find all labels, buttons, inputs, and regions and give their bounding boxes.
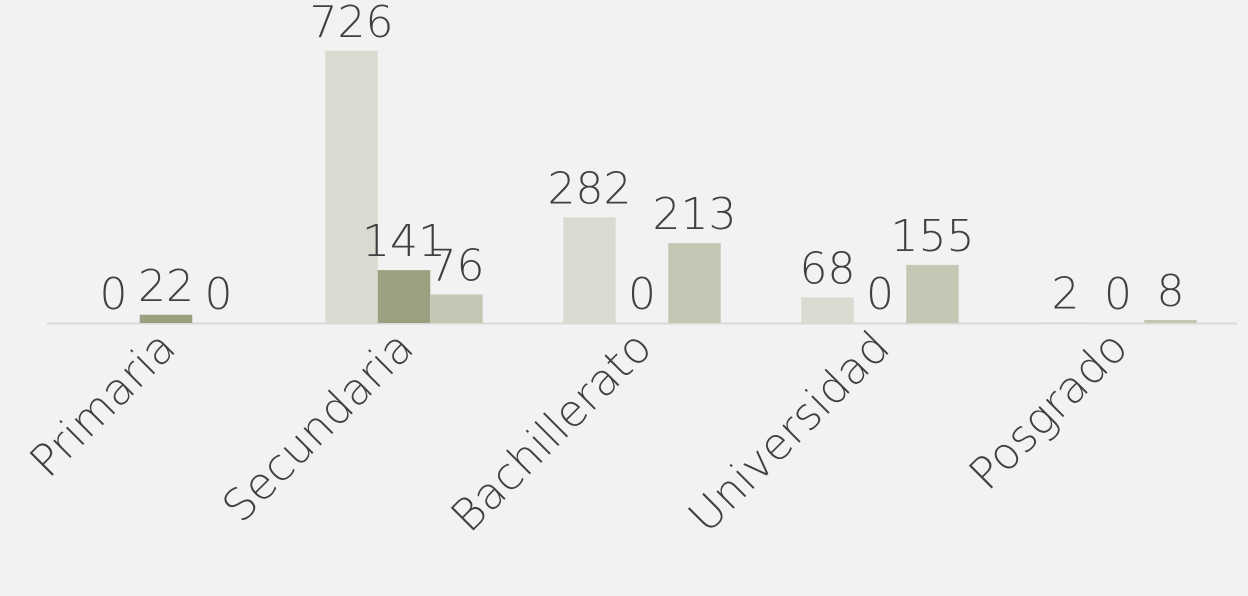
data-label: 213 bbox=[653, 189, 737, 240]
data-label: 155 bbox=[891, 211, 975, 262]
data-label: 141 bbox=[362, 216, 446, 267]
x-tick-label: Universidad bbox=[679, 322, 900, 543]
data-label: 76 bbox=[429, 241, 485, 292]
data-label: 22 bbox=[138, 261, 194, 312]
bar bbox=[139, 314, 193, 323]
data-label: 726 bbox=[310, 0, 394, 48]
data-label: 68 bbox=[800, 244, 856, 295]
data-label: 0 bbox=[100, 269, 128, 320]
data-label: 0 bbox=[866, 269, 894, 320]
bar bbox=[801, 297, 854, 323]
bar bbox=[377, 270, 431, 323]
bar bbox=[906, 264, 959, 323]
bar bbox=[1144, 320, 1197, 323]
bar bbox=[668, 243, 721, 323]
data-label: 8 bbox=[1157, 266, 1185, 317]
bar bbox=[1039, 322, 1092, 323]
x-tick-label: Primaria bbox=[20, 322, 186, 488]
x-tick-label: Secundaria bbox=[213, 322, 424, 533]
x-tick-label: Bachillerato bbox=[441, 322, 661, 542]
bar bbox=[563, 217, 616, 323]
bar bbox=[430, 294, 483, 323]
x-tick-label: Posgrado bbox=[959, 322, 1137, 500]
data-label: 282 bbox=[548, 163, 632, 214]
bar bbox=[325, 50, 378, 323]
data-label: 0 bbox=[1104, 269, 1132, 320]
data-label: 2 bbox=[1052, 268, 1080, 319]
data-label: 0 bbox=[205, 269, 233, 320]
data-label: 0 bbox=[628, 269, 656, 320]
